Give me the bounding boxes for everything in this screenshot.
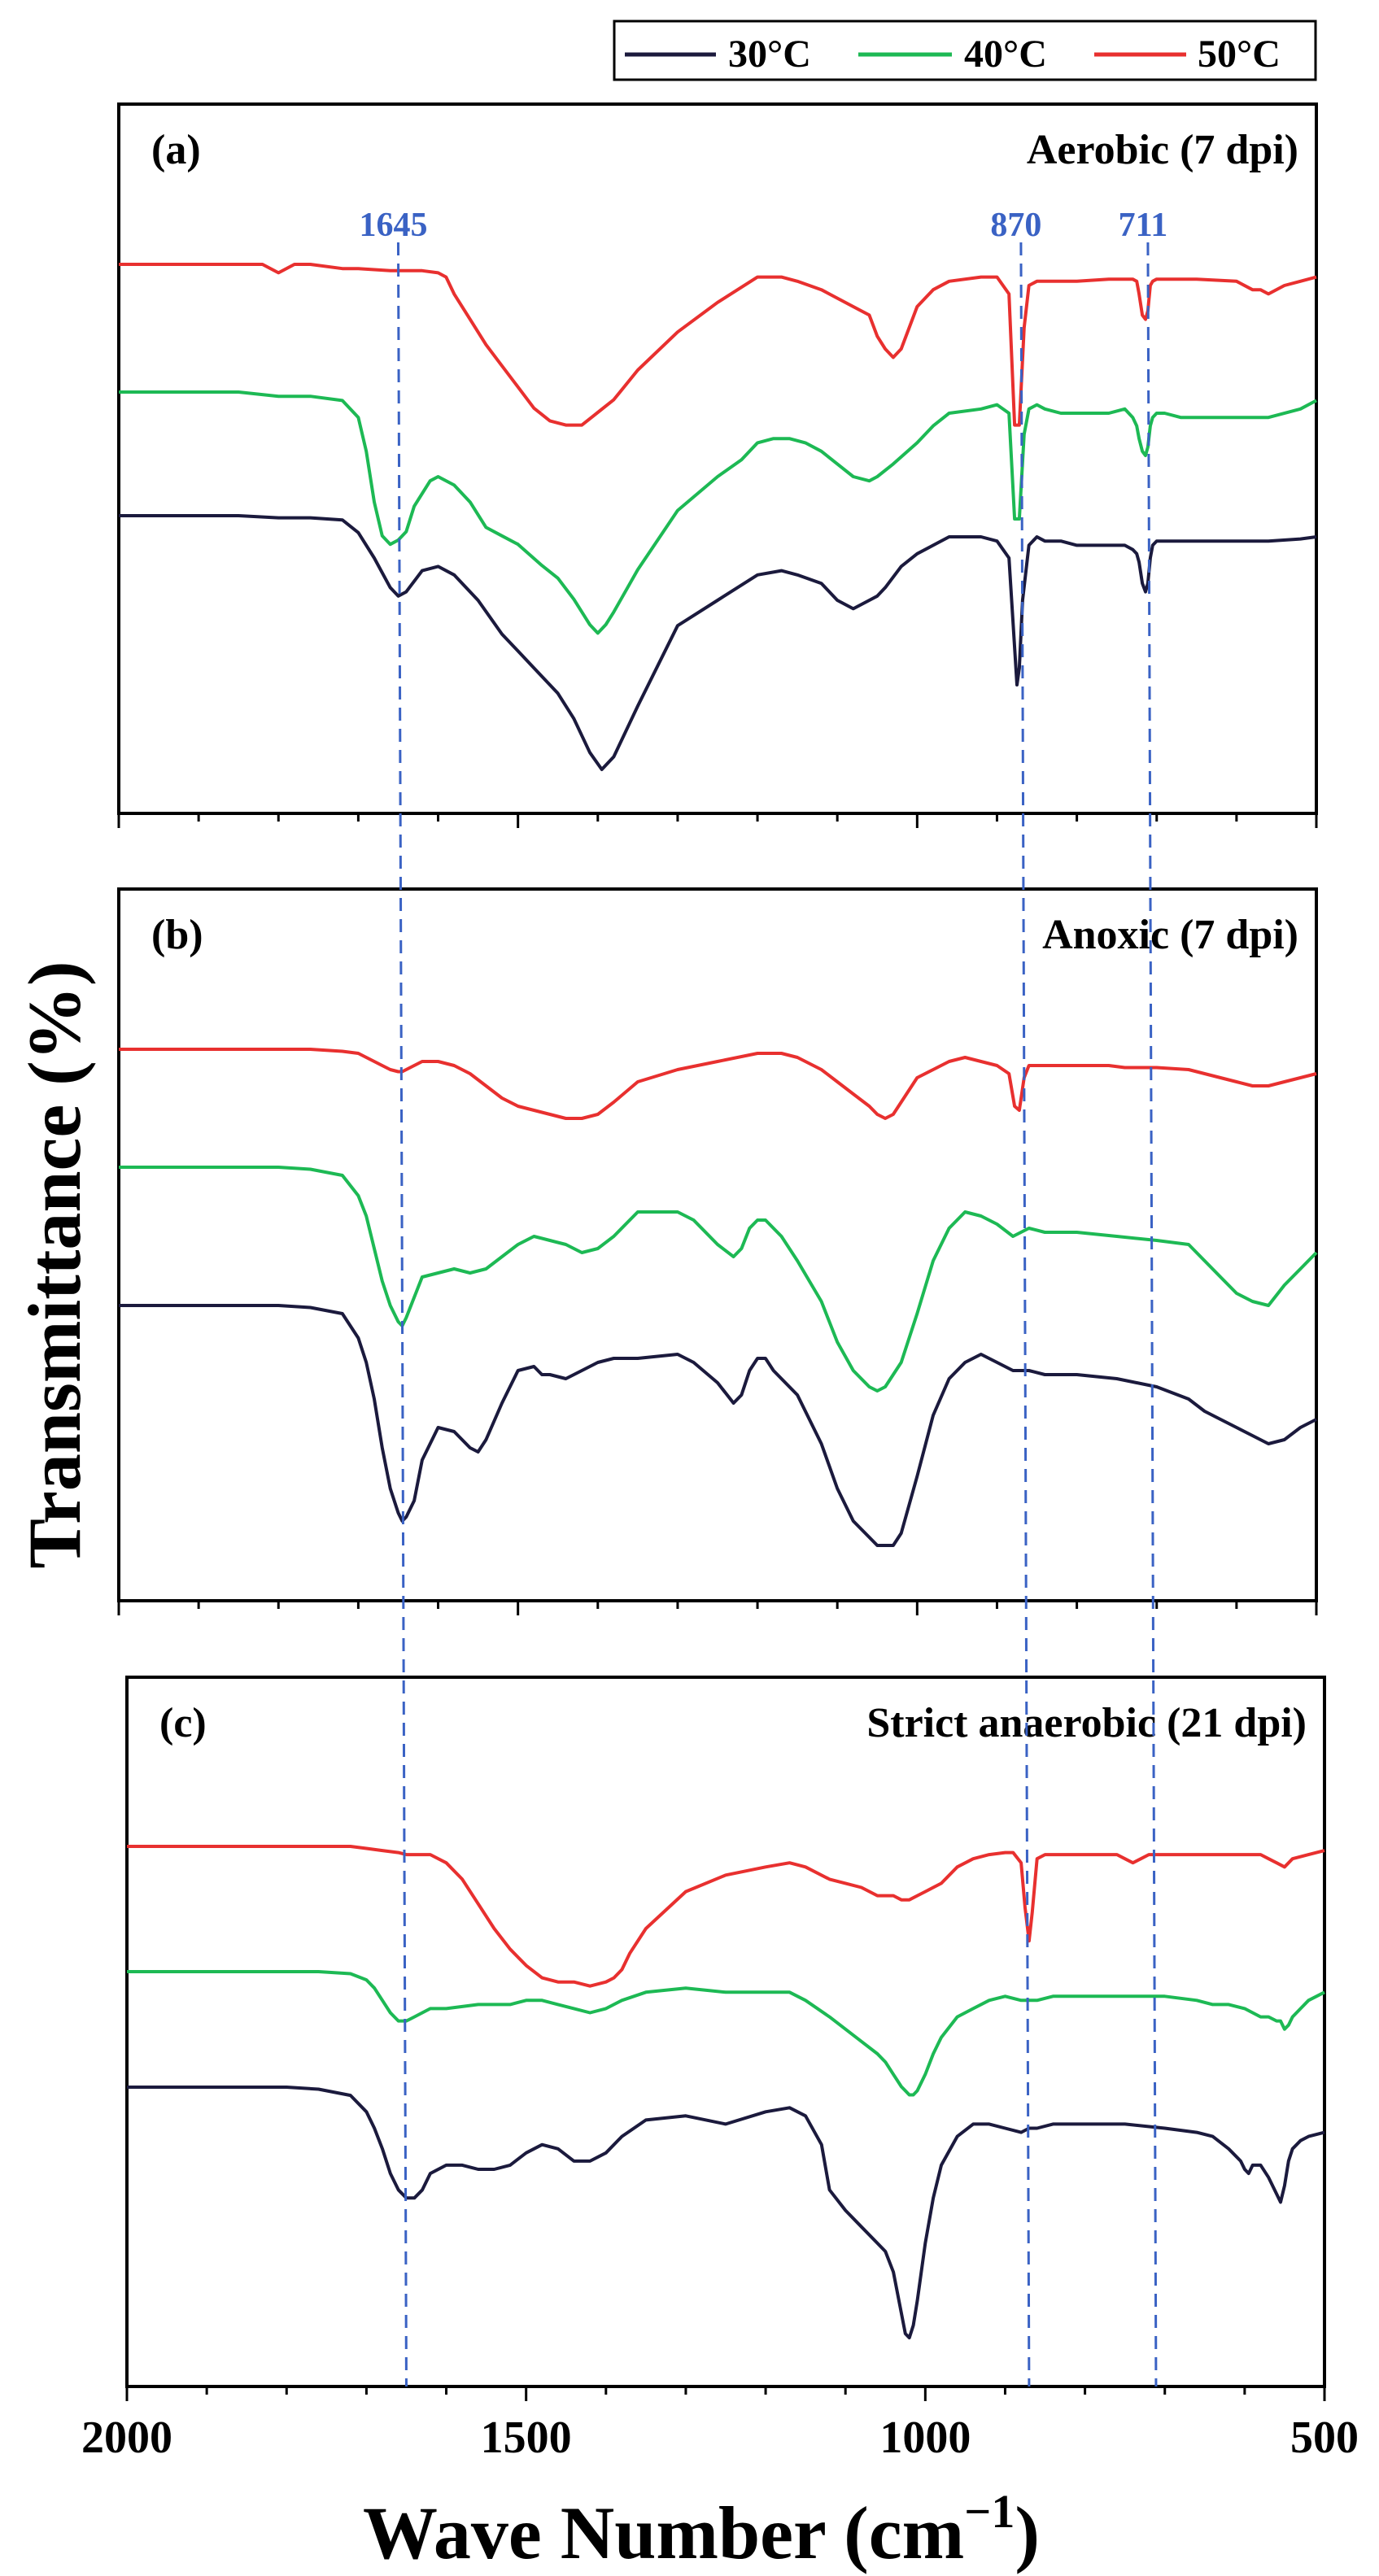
legend-label-50c: 50°C <box>1198 33 1281 76</box>
reference-label-711: 711 <box>1119 207 1168 244</box>
x-axis-label-close: ) <box>1015 2491 1040 2574</box>
legend-label-30c: 30°C <box>728 33 811 76</box>
series-line-c-40c <box>127 1970 1325 2097</box>
reference-label-1645: 1645 <box>359 207 427 244</box>
panel-b: (b) Anoxic (7 dpi) <box>117 887 1318 1615</box>
legend-box <box>613 20 1317 81</box>
x-tick-label: 2000 <box>81 2413 172 2463</box>
x-axis-label: Wave Number (cm−1) <box>363 2485 1040 2574</box>
reference-line-711 <box>1146 242 1158 2387</box>
series-line-b-30c <box>119 1304 1317 1547</box>
series-line-c-50c <box>127 1845 1325 1988</box>
x-axis-label-main: Wave Number (cm <box>363 2491 964 2574</box>
series-line-c-30c <box>127 2086 1325 2340</box>
panel-label-b: (b) <box>151 912 203 958</box>
panel-frame-c <box>125 1676 1326 2388</box>
reference-label-870: 870 <box>990 207 1041 244</box>
panel-a: (a) Aerobic (7 dpi) <box>117 102 1318 828</box>
x-tick-label: 1000 <box>879 2413 971 2463</box>
reference-line-1645 <box>396 242 408 2387</box>
panel-frame-a <box>117 102 1318 815</box>
panel-label-c: (c) <box>159 1700 207 1746</box>
y-axis-label: Transmittance (%) <box>13 961 96 1569</box>
reference-line-870 <box>1019 242 1031 2387</box>
series-line-b-40c <box>119 1166 1318 1393</box>
x-tick-label: 500 <box>1290 2413 1359 2463</box>
series-line-a-30c <box>119 514 1317 771</box>
panel-label-a: (a) <box>151 127 201 173</box>
legend-label-40c: 40°C <box>964 33 1047 76</box>
x-tick-label: 1500 <box>481 2413 572 2463</box>
panel-title-a: Aerobic (7 dpi) <box>1027 127 1298 173</box>
series-line-a-40c <box>119 390 1317 635</box>
x-axis-label-superscript: −1 <box>964 2485 1015 2538</box>
series-line-b-50c <box>119 1048 1317 1120</box>
panel-title-b: Anoxic (7 dpi) <box>1042 912 1298 958</box>
panel-title-c: Strict anaerobic (21 dpi) <box>866 1700 1307 1746</box>
panel-frame-b <box>117 887 1318 1602</box>
legend: 30°C 40°C 50°C <box>613 20 1317 81</box>
panel-c: (c) Strict anaerobic (21 dpi) <box>125 1676 1326 2401</box>
series-line-a-50c <box>119 263 1317 427</box>
